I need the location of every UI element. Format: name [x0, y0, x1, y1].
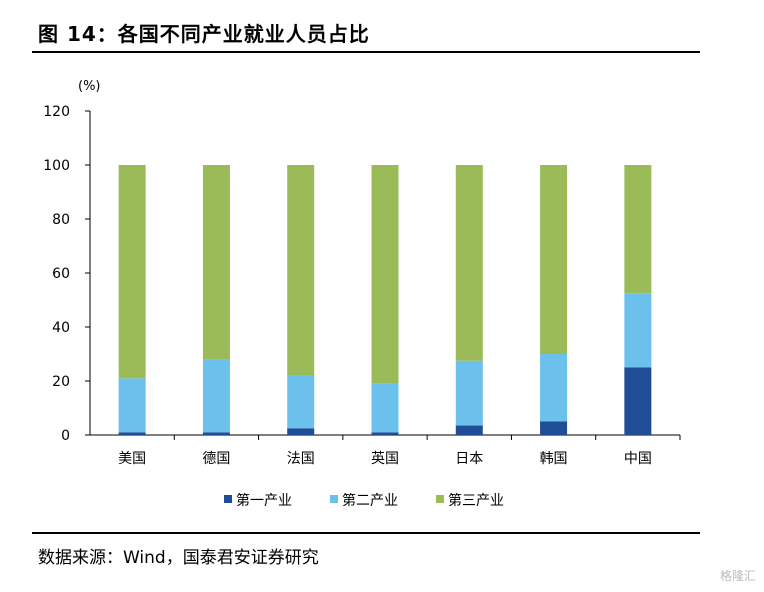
source-rule [32, 532, 700, 534]
y-tick-label: 100 [43, 158, 70, 174]
bar-2-6 [540, 354, 568, 422]
bar-1-5 [455, 425, 483, 435]
bar-1-4 [371, 432, 399, 435]
y-tick-label: 20 [52, 374, 70, 390]
bar-1-3 [287, 428, 315, 435]
x-tick-label: 日本 [455, 451, 483, 467]
y-tick-label: 60 [52, 266, 70, 282]
legend-label-1: 第一产业 [236, 492, 292, 509]
bar-1-6 [540, 421, 568, 435]
x-tick-label: 中国 [624, 451, 652, 467]
x-tick-label: 英国 [371, 450, 399, 467]
title-rule [32, 51, 700, 53]
legend-swatch-3 [436, 495, 444, 503]
bar-2-7 [624, 293, 652, 368]
bar-1-2 [202, 432, 230, 435]
x-tick-label: 法国 [287, 451, 315, 467]
bar-3-2 [202, 165, 230, 360]
y-unit-label: (%) [78, 79, 101, 94]
legend-swatch-1 [224, 495, 232, 503]
bar-3-6 [540, 165, 568, 354]
legend-swatch-2 [330, 495, 338, 503]
bar-3-5 [455, 165, 483, 361]
y-tick-label: 40 [52, 320, 70, 336]
x-tick-label: 德国 [202, 451, 230, 467]
bar-3-4 [371, 165, 399, 384]
watermark-logo: 格隆汇 [719, 569, 756, 583]
bar-2-4 [371, 383, 399, 433]
bar-2-5 [455, 360, 483, 426]
legend-label-2: 第二产业 [342, 492, 398, 509]
bar-3-7 [624, 165, 652, 294]
source-note: 数据来源：Wind，国泰君安证券研究 [38, 548, 319, 568]
x-tick-label: 美国 [118, 451, 146, 467]
bar-2-1 [118, 378, 146, 433]
legend-label-3: 第三产业 [448, 492, 504, 509]
bar-1-7 [624, 367, 652, 435]
y-tick-label: 0 [61, 428, 70, 444]
chart-title: 图 14：各国不同产业就业人员占比 [38, 22, 370, 46]
y-tick-label: 80 [52, 212, 70, 228]
bar-2-2 [202, 359, 230, 433]
bar-1-1 [118, 432, 146, 435]
bar-3-3 [287, 165, 315, 376]
x-tick-label: 韩国 [540, 451, 568, 467]
bar-2-3 [287, 375, 315, 429]
bar-3-1 [118, 165, 146, 379]
y-tick-label: 120 [43, 104, 70, 120]
